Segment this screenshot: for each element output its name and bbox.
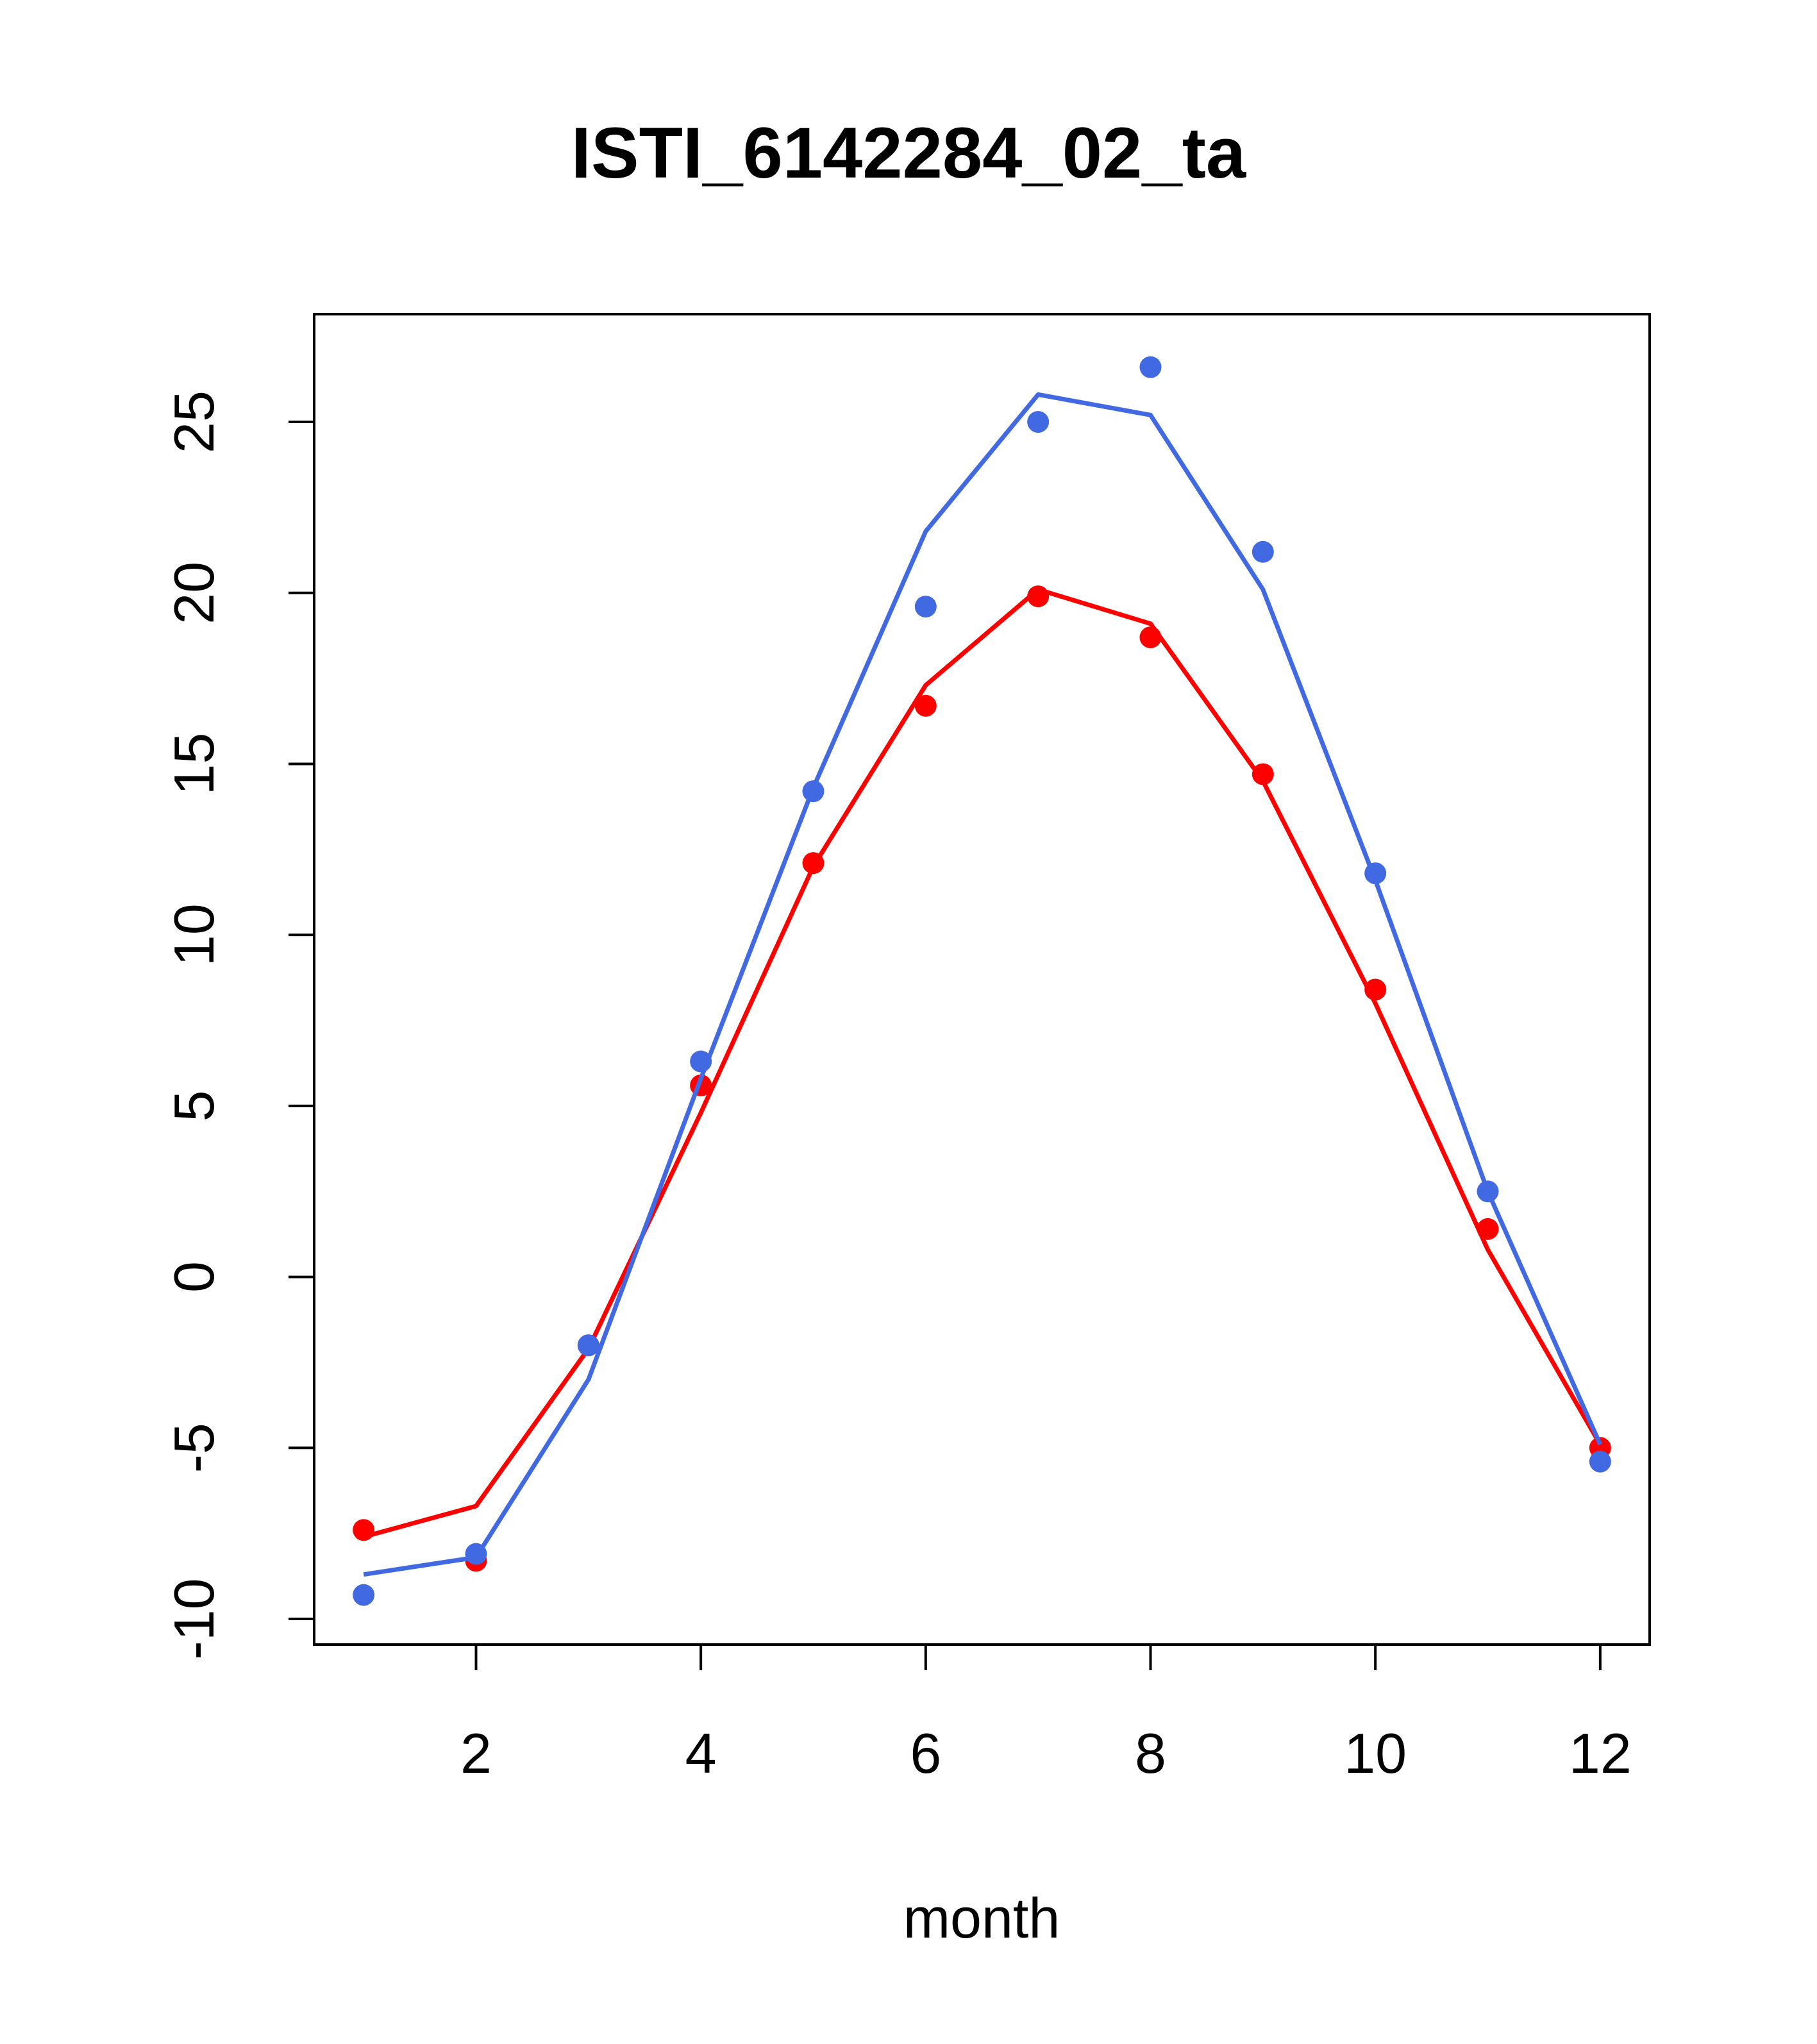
series-1-point — [1252, 763, 1274, 785]
series-2-point — [577, 1334, 599, 1357]
series-2-point — [914, 596, 937, 618]
y-tick-label: 10 — [162, 903, 226, 966]
series-2-point — [1027, 411, 1050, 433]
y-axis: -10 -5 0 5 10 15 20 25 — [162, 390, 315, 1660]
x-tick-label: 4 — [685, 1721, 717, 1785]
y-tick-label: 25 — [162, 390, 226, 453]
series-2-point — [1252, 540, 1274, 563]
x-axis-label: month — [903, 1886, 1060, 1950]
series-2-point — [1139, 356, 1162, 378]
series-2-point — [1364, 862, 1387, 885]
series-2-point — [1477, 1180, 1499, 1203]
series-1-point — [1477, 1218, 1499, 1240]
y-tick-label: -10 — [162, 1578, 226, 1659]
y-tick-label: 0 — [162, 1261, 226, 1293]
plot-frame — [313, 313, 1651, 1646]
series-2-point — [802, 780, 825, 803]
x-axis: 2 4 6 8 10 12 — [460, 1643, 1632, 1785]
series-2-point — [465, 1543, 487, 1565]
series-1-point — [802, 852, 825, 875]
y-tick-label: 5 — [162, 1090, 226, 1121]
x-tick-label: 2 — [460, 1721, 492, 1785]
x-tick-label: 12 — [1569, 1721, 1632, 1785]
y-tick-label: 20 — [162, 562, 226, 624]
series-layer — [353, 356, 1611, 1606]
series-1-point — [353, 1519, 375, 1541]
x-tick-label: 6 — [910, 1721, 941, 1785]
series-2-point — [1589, 1450, 1611, 1473]
series-2-point — [690, 1050, 712, 1073]
x-tick-label: 10 — [1344, 1721, 1407, 1785]
y-tick-label: 15 — [162, 733, 226, 796]
series-2-line — [363, 392, 1603, 1577]
series-1-point — [1027, 585, 1050, 608]
x-tick-label: 8 — [1135, 1721, 1166, 1785]
series-1-line — [363, 587, 1602, 1539]
series-1-point — [914, 694, 937, 717]
series-1-point — [1139, 626, 1162, 649]
series-2-point — [353, 1584, 375, 1606]
series-1-point — [1364, 978, 1387, 1001]
chart-title: ISTI_6142284_02_ta — [571, 113, 1246, 193]
y-tick-label: -5 — [162, 1423, 226, 1473]
